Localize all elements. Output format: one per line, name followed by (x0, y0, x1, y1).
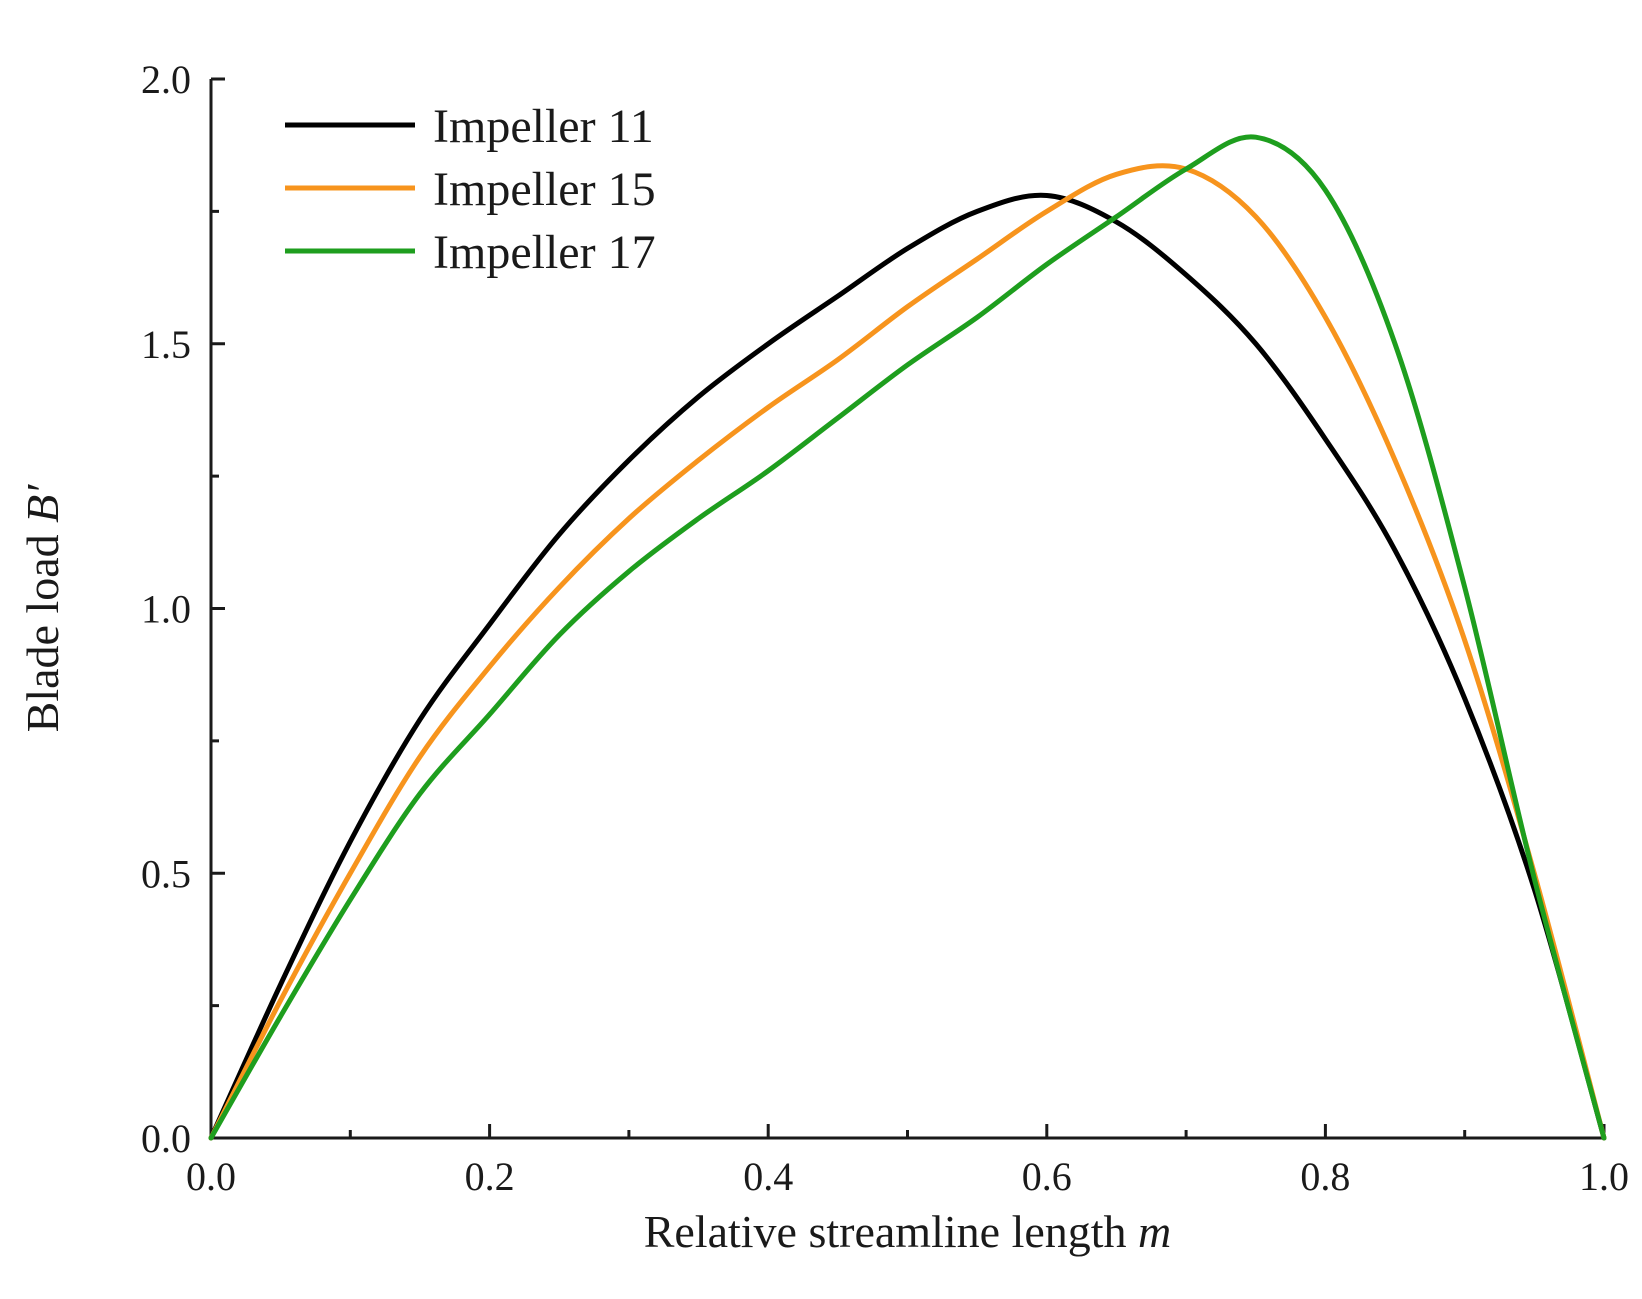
y-tick-label: 1.0 (141, 587, 191, 632)
axes: 0.0 0.2 0.4 0.6 0.8 1.0 0.0 0.5 1.0 1.5 2.0 (141, 57, 1629, 1199)
y-tick-label: 0.0 (141, 1116, 191, 1161)
x-tick-label: 0.6 (1022, 1154, 1072, 1199)
x-tick-label: 0.8 (1300, 1154, 1350, 1199)
series-layer (208, 134, 1607, 1141)
legend: Impeller 11 Impeller 15 Impeller 17 (285, 100, 656, 279)
y-tick-label: 2.0 (141, 57, 191, 102)
legend-label: Impeller 17 (433, 226, 656, 279)
y-axis-title: Blade load B′ (17, 484, 68, 733)
y-tick-label: 1.5 (141, 322, 191, 367)
x-axis-title: Relative streamline length m (644, 1206, 1172, 1257)
x-tick-label: 0.4 (743, 1154, 793, 1199)
x-tick-label: 0.2 (465, 1154, 515, 1199)
x-tick-label: 0.0 (186, 1154, 236, 1199)
series-line-impeller-11 (208, 192, 1607, 1141)
series-line-impeller-17 (208, 134, 1607, 1141)
x-tick-label: 1.0 (1579, 1154, 1629, 1199)
y-tick-label: 0.5 (141, 851, 191, 896)
series-line-impeller-15 (208, 163, 1607, 1141)
legend-label: Impeller 15 (433, 163, 656, 216)
legend-label: Impeller 11 (433, 100, 654, 153)
